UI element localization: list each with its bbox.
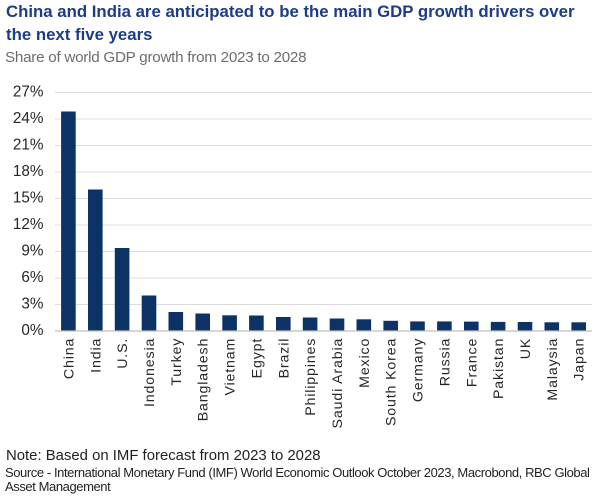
svg-text:3%: 3% — [21, 296, 44, 313]
svg-text:21%: 21% — [13, 137, 44, 154]
svg-text:Saudi Arabia: Saudi Arabia — [330, 338, 346, 429]
svg-text:Philippines: Philippines — [303, 338, 319, 416]
svg-text:Turkey: Turkey — [169, 338, 185, 386]
svg-text:Russia: Russia — [437, 338, 453, 386]
svg-text:Pakistan: Pakistan — [491, 338, 507, 399]
svg-text:Brazil: Brazil — [276, 338, 292, 379]
svg-text:6%: 6% — [21, 269, 44, 286]
svg-text:15%: 15% — [13, 190, 44, 207]
svg-text:Indonesia: Indonesia — [142, 338, 158, 407]
svg-text:Malaysia: Malaysia — [545, 338, 561, 401]
svg-text:Mexico: Mexico — [357, 338, 373, 388]
svg-text:0%: 0% — [21, 322, 44, 339]
svg-text:U.S.: U.S. — [115, 338, 131, 369]
svg-text:Vietnam: Vietnam — [223, 338, 239, 396]
svg-text:Egypt: Egypt — [249, 338, 265, 379]
svg-text:India: India — [88, 338, 104, 373]
svg-text:9%: 9% — [21, 243, 44, 260]
svg-text:Japan: Japan — [572, 338, 588, 381]
svg-text:UK: UK — [518, 338, 534, 359]
svg-text:China: China — [61, 338, 77, 379]
svg-text:24%: 24% — [13, 110, 44, 127]
svg-text:France: France — [464, 338, 480, 387]
svg-text:Bangladesh: Bangladesh — [196, 338, 212, 421]
svg-text:18%: 18% — [13, 163, 44, 180]
svg-text:Germany: Germany — [411, 338, 427, 402]
svg-text:South Korea: South Korea — [384, 338, 400, 426]
svg-text:27%: 27% — [13, 84, 44, 101]
svg-text:12%: 12% — [13, 216, 44, 233]
